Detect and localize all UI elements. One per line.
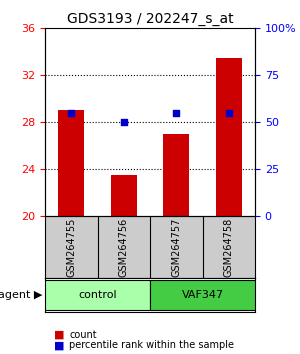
- Point: [174, 110, 179, 115]
- FancyBboxPatch shape: [150, 280, 255, 310]
- Text: percentile rank within the sample: percentile rank within the sample: [69, 340, 234, 350]
- Point: [69, 110, 74, 115]
- Title: GDS3193 / 202247_s_at: GDS3193 / 202247_s_at: [67, 12, 233, 26]
- Point: [226, 110, 231, 115]
- Text: ■: ■: [54, 330, 64, 339]
- Text: GSM264758: GSM264758: [224, 217, 234, 276]
- Text: GSM264755: GSM264755: [66, 217, 76, 277]
- Text: ■: ■: [54, 340, 64, 350]
- Text: VAF347: VAF347: [182, 290, 224, 300]
- Text: GSM264756: GSM264756: [119, 217, 129, 276]
- Bar: [111, 175, 137, 216]
- Text: agent ▶: agent ▶: [0, 290, 42, 300]
- Bar: [216, 58, 242, 216]
- Bar: [163, 134, 189, 216]
- Point: [121, 119, 126, 125]
- Bar: [58, 110, 84, 216]
- Text: count: count: [69, 330, 97, 339]
- FancyBboxPatch shape: [45, 280, 150, 310]
- Text: control: control: [78, 290, 117, 300]
- Text: GSM264757: GSM264757: [171, 217, 181, 277]
